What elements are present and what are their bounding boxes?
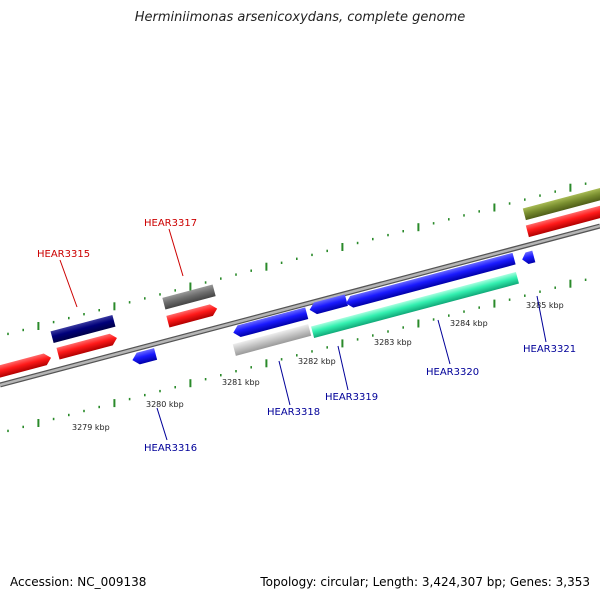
gene-hear3316[interactable]: [131, 348, 158, 366]
label-hear3321[interactable]: HEAR3321: [523, 344, 576, 355]
gene-feature[interactable]: [525, 204, 600, 238]
scale-label-3282: 3282 kbp: [298, 357, 336, 366]
gene-hear3318[interactable]: [232, 307, 309, 338]
scale-labels: 3279 kbp 3280 kbp 3281 kbp 3282 kbp 3283…: [72, 301, 564, 432]
backbone: [0, 223, 600, 388]
gene-hear3320[interactable]: [311, 271, 519, 339]
bottom-tick-track: [7, 278, 587, 433]
bottom-strand-genes: [131, 250, 536, 366]
map-title: Herminiimonas arsenicoxydans, complete g…: [134, 10, 466, 25]
top-tick-track: [7, 182, 587, 336]
callout-lines: [59, 228, 547, 441]
gene-feature[interactable]: [0, 352, 53, 380]
scale-label-3285: 3285 kbp: [526, 301, 564, 310]
gene-labels: HEAR3315 HEAR3317 HEAR3316 HEAR3318 HEAR…: [37, 218, 576, 454]
gene-hear3319[interactable]: [308, 294, 348, 315]
label-hear3319[interactable]: HEAR3319: [325, 392, 378, 403]
accession-label: Accession: NC_009138: [10, 575, 147, 589]
gene-hear3315[interactable]: [50, 314, 116, 344]
gene-feature[interactable]: [344, 252, 516, 309]
gene-feature[interactable]: [56, 332, 118, 360]
scale-label-3281: 3281 kbp: [222, 378, 260, 387]
top-strand-genes: [0, 187, 600, 380]
gene-hear3321[interactable]: [521, 250, 536, 266]
scale-label-3279: 3279 kbp: [72, 423, 110, 432]
label-hear3318[interactable]: HEAR3318: [267, 407, 320, 418]
gene-hear3317[interactable]: [162, 284, 216, 310]
label-hear3316[interactable]: HEAR3316: [144, 443, 197, 454]
scale-label-3283: 3283 kbp: [374, 338, 412, 347]
gene-feature[interactable]: [522, 187, 600, 221]
label-hear3320[interactable]: HEAR3320: [426, 367, 479, 378]
genome-summary: Topology: circular; Length: 3,424,307 bp…: [260, 575, 590, 589]
scale-label-3284: 3284 kbp: [450, 319, 488, 328]
label-hear3315[interactable]: HEAR3315: [37, 249, 90, 260]
gene-feature[interactable]: [232, 324, 312, 356]
scale-label-3280: 3280 kbp: [146, 400, 184, 409]
label-hear3317[interactable]: HEAR3317: [144, 218, 197, 229]
gene-feature[interactable]: [166, 303, 218, 328]
